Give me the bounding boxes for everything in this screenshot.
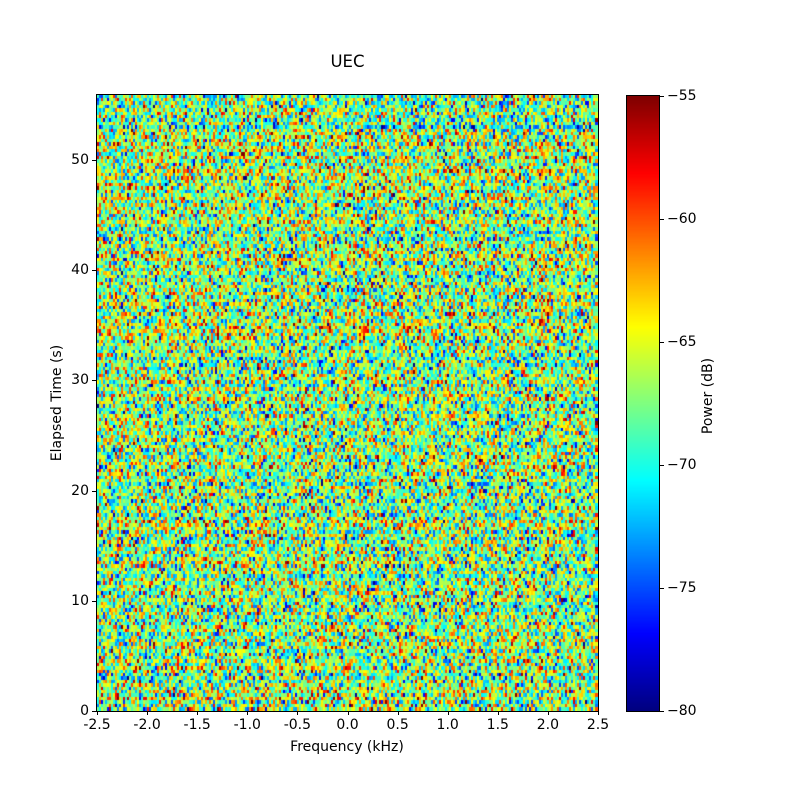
y-tick-mark: [92, 380, 96, 382]
colorbar-tick-label: −75: [667, 580, 697, 596]
x-tick-mark: [347, 711, 349, 715]
y-tick-label: 10: [71, 592, 89, 609]
colorbar-tick-label: −70: [667, 457, 697, 473]
x-tick-mark: [147, 711, 149, 715]
colorbar-tick-mark: [660, 342, 664, 343]
x-tick-label: 2.0: [536, 717, 560, 733]
x-tick-label: -0.5: [283, 717, 312, 733]
y-tick-mark: [92, 270, 96, 272]
x-tick-mark: [97, 711, 98, 715]
y-tick-mark: [92, 600, 96, 602]
x-tick-label: 0.0: [336, 717, 359, 733]
x-tick-label: 1.0: [436, 717, 459, 733]
colorbar-tick-mark: [660, 465, 664, 466]
x-tick-mark: [197, 711, 199, 715]
x-tick-label: -1.5: [183, 717, 211, 733]
y-tick-label: 40: [71, 262, 89, 279]
spectrogram-heatmap: [97, 95, 598, 711]
y-tick-label: 20: [71, 482, 89, 499]
y-axis-label: Elapsed Time (s): [49, 344, 65, 462]
x-tick-mark: [447, 711, 449, 715]
x-tick-label: -2.5: [83, 717, 111, 733]
y-tick-mark: [92, 711, 96, 712]
colorbar-tick-mark: [660, 219, 664, 220]
x-tick-label: 1.5: [486, 717, 509, 733]
colorbar-tick-label: −55: [667, 88, 697, 104]
colorbar-tick-label: −80: [667, 703, 697, 719]
x-tick-mark: [397, 711, 399, 715]
x-axis-label: Frequency (kHz): [290, 739, 404, 755]
x-tick-mark: [297, 711, 299, 715]
chart-title: UEC: [330, 51, 365, 71]
colorbar-tick-label: −60: [667, 211, 697, 227]
colorbar-tick-mark: [660, 711, 664, 712]
y-tick-label: 30: [71, 372, 89, 389]
x-tick-label: 2.5: [586, 717, 610, 733]
x-tick-mark: [598, 711, 599, 715]
colorbar-gradient: [627, 96, 659, 711]
colorbar-tick-label: −65: [667, 334, 697, 350]
x-tick-label: 0.5: [386, 717, 409, 733]
y-tick-label: 50: [71, 152, 89, 168]
x-tick-mark: [547, 711, 549, 715]
x-tick-mark: [247, 711, 249, 715]
y-tick-mark: [92, 160, 96, 161]
x-tick-label: -2.0: [133, 717, 161, 733]
colorbar-tick-mark: [660, 96, 664, 97]
y-tick-label: 0: [80, 703, 89, 719]
x-tick-label: -1.0: [233, 717, 261, 733]
colorbar-tick-mark: [660, 588, 664, 589]
colorbar-label: Power (dB): [700, 357, 716, 435]
y-tick-mark: [92, 490, 96, 492]
x-tick-mark: [497, 711, 499, 715]
